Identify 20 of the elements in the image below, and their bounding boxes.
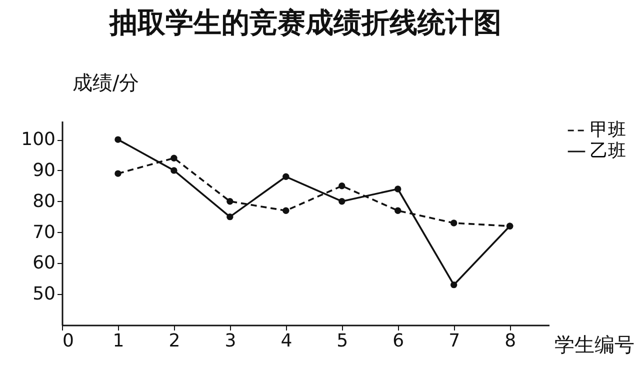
y-tick-label: 90 bbox=[32, 160, 56, 181]
x-tick-label: 1 bbox=[112, 330, 124, 352]
x-tick-label: 0 bbox=[62, 330, 74, 352]
chart-title: 抽取学生的竞赛成绩折线统计图 bbox=[108, 6, 502, 39]
y-tick-label: 80 bbox=[32, 190, 56, 212]
x-tick-label: 2 bbox=[168, 330, 180, 352]
legend-label: 乙班 bbox=[590, 140, 626, 162]
x-tick-label: 7 bbox=[448, 330, 460, 352]
y-tick-label: 100 bbox=[21, 129, 56, 150]
y-tick-label: 70 bbox=[32, 222, 56, 243]
y-tick-label: 60 bbox=[32, 252, 56, 274]
x-tick-label: 6 bbox=[392, 330, 404, 352]
x-axis-title: 学生编号 bbox=[554, 332, 634, 356]
y-axis-title: 成绩/分 bbox=[72, 70, 140, 94]
x-tick-label: 4 bbox=[280, 330, 292, 352]
x-tick-label: 5 bbox=[336, 330, 348, 352]
x-tick-label: 3 bbox=[224, 330, 236, 352]
legend-label: 甲班 bbox=[590, 120, 626, 140]
y-tick-label: 50 bbox=[32, 284, 56, 305]
x-tick-label: 8 bbox=[504, 330, 516, 352]
